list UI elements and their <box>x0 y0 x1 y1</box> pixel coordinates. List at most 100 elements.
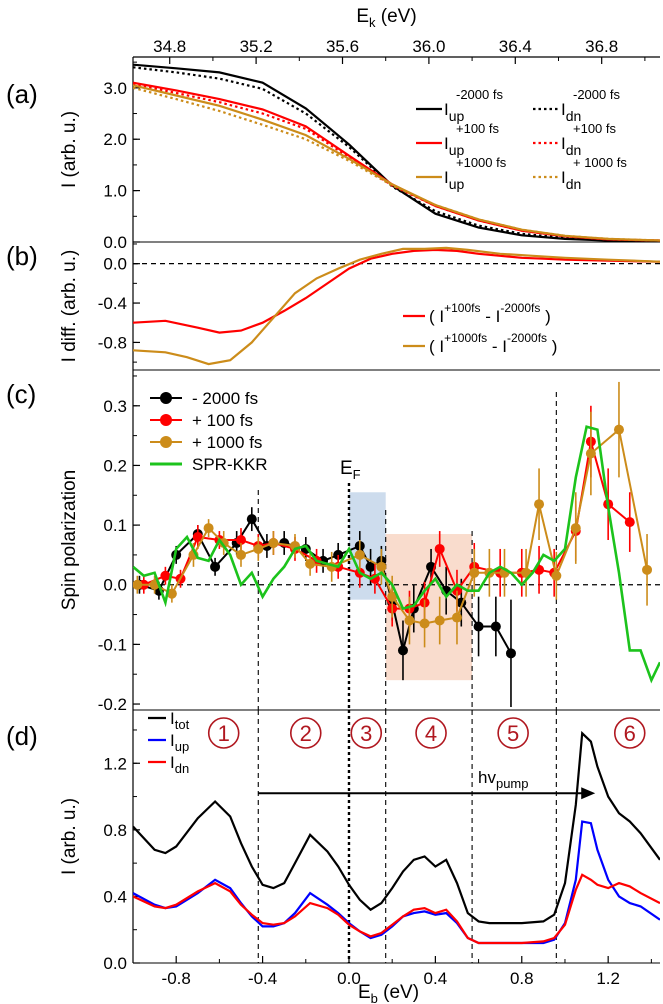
legend-base: I <box>170 731 175 750</box>
legend-marker <box>160 436 172 448</box>
panel-label: (d) <box>6 721 38 751</box>
data-point <box>642 564 653 575</box>
legend-sup: -2000 fs <box>456 87 503 102</box>
fermi-label: EF <box>340 458 361 482</box>
top-x-tick-label: 35.2 <box>240 37 273 56</box>
x-tick-label: 0.8 <box>510 969 534 988</box>
top-x-tick-label: 35.6 <box>326 37 359 56</box>
legend-label: Iup <box>170 731 189 754</box>
data-point <box>166 588 177 599</box>
y-axis-title: I (arb. u.) <box>59 111 80 188</box>
y-tick-label: 1.0 <box>103 182 127 201</box>
legend-base: I <box>561 168 566 187</box>
top-axis-title-unit: (eV) <box>376 6 417 27</box>
region-number: 4 <box>425 721 437 746</box>
data-point <box>160 570 171 581</box>
y-axis-title: I (arb. u.) <box>59 798 80 875</box>
data-point <box>253 543 264 554</box>
pump-arrow-head <box>581 787 596 800</box>
y-tick-label: 0.4 <box>103 887 127 906</box>
y-tick-label: 3.0 <box>103 79 127 98</box>
legend-sup: +100 fs <box>456 121 500 136</box>
series-2 <box>133 381 653 648</box>
legend-label: Itot <box>170 709 190 732</box>
x-tick-label: -0.8 <box>162 969 191 988</box>
data-point <box>192 532 203 543</box>
region-number-circle <box>613 717 646 749</box>
region-number: 1 <box>218 721 230 746</box>
legend-part: ) <box>547 337 557 356</box>
y-tick-label: 0.3 <box>103 397 127 416</box>
legend-label: Idn <box>561 134 581 158</box>
legend-sub: up <box>449 142 465 158</box>
data-point <box>469 567 480 578</box>
data-point <box>551 570 562 581</box>
legend-sup: -2000fs <box>500 301 540 315</box>
legend-part: - I <box>487 337 507 356</box>
legend-part: ( I <box>429 337 444 356</box>
pump-label: hvpump <box>478 768 529 791</box>
series-3 <box>133 425 660 684</box>
data-point <box>376 561 387 572</box>
y-tick-label: 2.0 <box>103 130 127 149</box>
data-point <box>235 535 246 545</box>
region-number-circle <box>289 717 322 749</box>
shaded-region <box>348 492 386 600</box>
legend-label: + 100 fs <box>192 411 253 430</box>
legend-label: SPR-KKR <box>192 455 268 474</box>
y-tick-label: 0.2 <box>103 456 127 475</box>
region-number-circle <box>497 717 529 749</box>
y-tick-label: 0.8 <box>103 821 127 840</box>
data-point <box>613 424 624 435</box>
legend-part: ) <box>540 307 550 326</box>
legend-label: - 2000 fs <box>192 389 258 408</box>
legend-sup: + 1000 fs <box>573 155 627 170</box>
legend-sub: up <box>449 176 465 192</box>
legend-sup: -2000 fs <box>573 87 620 102</box>
data-point <box>534 499 545 510</box>
data-point <box>434 615 445 626</box>
data-point <box>246 514 257 525</box>
top-axis-title-main: E <box>356 6 369 27</box>
legend-base: I <box>444 100 449 119</box>
region-number-circle <box>350 717 383 749</box>
y-tick-label: 0.0 <box>103 233 127 252</box>
x-axis-title-sub: b <box>371 991 378 1004</box>
data-point <box>203 523 214 534</box>
legend-sup: +100 fs <box>573 121 617 136</box>
legend-label: Iup <box>444 134 465 158</box>
data-point <box>210 561 221 572</box>
data-point <box>505 648 516 659</box>
series-line <box>133 425 660 684</box>
top-x-tick-label: 36.4 <box>499 37 532 56</box>
legend-base: I <box>170 709 175 728</box>
fermi-label-sub: F <box>353 467 361 482</box>
series-line-2 <box>133 873 660 945</box>
legend-sup: +1000 fs <box>456 155 507 170</box>
x-axis-title-main: E <box>358 982 371 1003</box>
panel-label: (c) <box>6 379 36 409</box>
fermi-label-main: E <box>340 458 353 479</box>
y-tick-label: -0.1 <box>98 635 127 654</box>
x-axis-title: Eb (eV) <box>358 982 419 1004</box>
data-point <box>387 591 398 602</box>
legend-sub: dn <box>566 142 582 158</box>
legend-part: - I <box>480 307 500 326</box>
data-point <box>419 618 430 629</box>
data-point <box>490 621 501 632</box>
x-axis-title-unit: (eV) <box>378 982 419 1003</box>
data-point <box>451 612 462 623</box>
y-axis-title: I diff. (arb. u.) <box>59 250 80 363</box>
panel-label: (b) <box>6 241 38 271</box>
data-point <box>624 517 635 528</box>
series-line-0 <box>133 730 660 925</box>
x-tick-label: 1.2 <box>596 969 620 988</box>
region-number: 6 <box>624 721 636 746</box>
data-point <box>397 645 408 656</box>
data-point <box>473 621 484 632</box>
series-line-0 <box>133 248 660 334</box>
legend-label: Idn <box>170 753 189 776</box>
legend-label: Idn <box>561 100 581 124</box>
legend-base: I <box>561 134 566 153</box>
